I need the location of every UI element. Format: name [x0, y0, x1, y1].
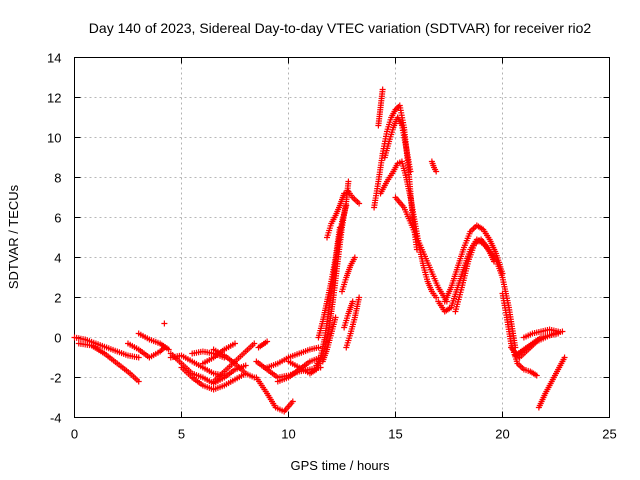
series-arc29 — [381, 114, 414, 175]
x-axis-label: GPS time / hours — [291, 458, 390, 473]
y-tick-label: 0 — [54, 331, 61, 346]
series-arc5 — [161, 320, 168, 327]
series-arc8 — [178, 364, 249, 393]
series-arc39 — [535, 354, 568, 411]
series-arc34 — [452, 236, 497, 315]
y-tick-label: 4 — [54, 251, 61, 266]
y-tick-label: 2 — [54, 291, 61, 306]
series-arc27 — [375, 86, 386, 129]
series-arc31 — [428, 158, 440, 175]
series-arc28 — [377, 158, 440, 301]
series-arc21 — [319, 314, 339, 365]
series-arc2 — [75, 340, 142, 385]
series-arc23 — [339, 254, 358, 295]
x-tick-label: 10 — [281, 427, 295, 442]
series-arc35 — [499, 290, 540, 379]
x-tick-label: 5 — [178, 427, 185, 442]
data-marks — [71, 86, 568, 415]
y-tick-label: 6 — [54, 211, 61, 226]
y-tick-label: 8 — [54, 171, 61, 186]
series-arc33 — [441, 222, 506, 305]
axis-ticks: 0 5 10 15 20 25 -4 -2 0 2 4 6 8 10 12 14 — [47, 51, 617, 442]
series-arc13 — [253, 374, 296, 415]
series-arc25 — [343, 294, 363, 351]
x-tick-label: 0 — [71, 427, 78, 442]
x-tick-label: 25 — [602, 427, 616, 442]
series-arc15 — [255, 338, 271, 351]
series-arc30 — [392, 194, 450, 305]
series-arc10 — [210, 340, 258, 385]
series-arc22 — [324, 188, 363, 241]
y-tick-label: -2 — [50, 371, 62, 386]
series-arc4 — [135, 330, 172, 353]
chart-title: Day 140 of 2023, Sidereal Day-to-day VTE… — [89, 20, 592, 36]
plot-frame — [74, 57, 610, 418]
y-axis-label: SDTVAR / TECUs — [6, 184, 21, 289]
series-arc20 — [315, 224, 343, 341]
series-arc37 — [512, 330, 562, 359]
y-tick-label: 12 — [47, 91, 61, 106]
series-arc16 — [264, 344, 322, 371]
series-arc6 — [167, 350, 249, 387]
x-tick-label: 15 — [388, 427, 402, 442]
series-arc12 — [210, 346, 258, 381]
series-arc3 — [125, 340, 168, 361]
x-tick-label: 20 — [495, 427, 509, 442]
series-arc38 — [520, 326, 562, 341]
y-tick-label: 14 — [47, 51, 61, 66]
series-arc24 — [341, 298, 356, 331]
y-tick-label: 10 — [47, 131, 61, 146]
series-arc1 — [71, 334, 142, 361]
y-tick-label: -4 — [50, 411, 62, 426]
